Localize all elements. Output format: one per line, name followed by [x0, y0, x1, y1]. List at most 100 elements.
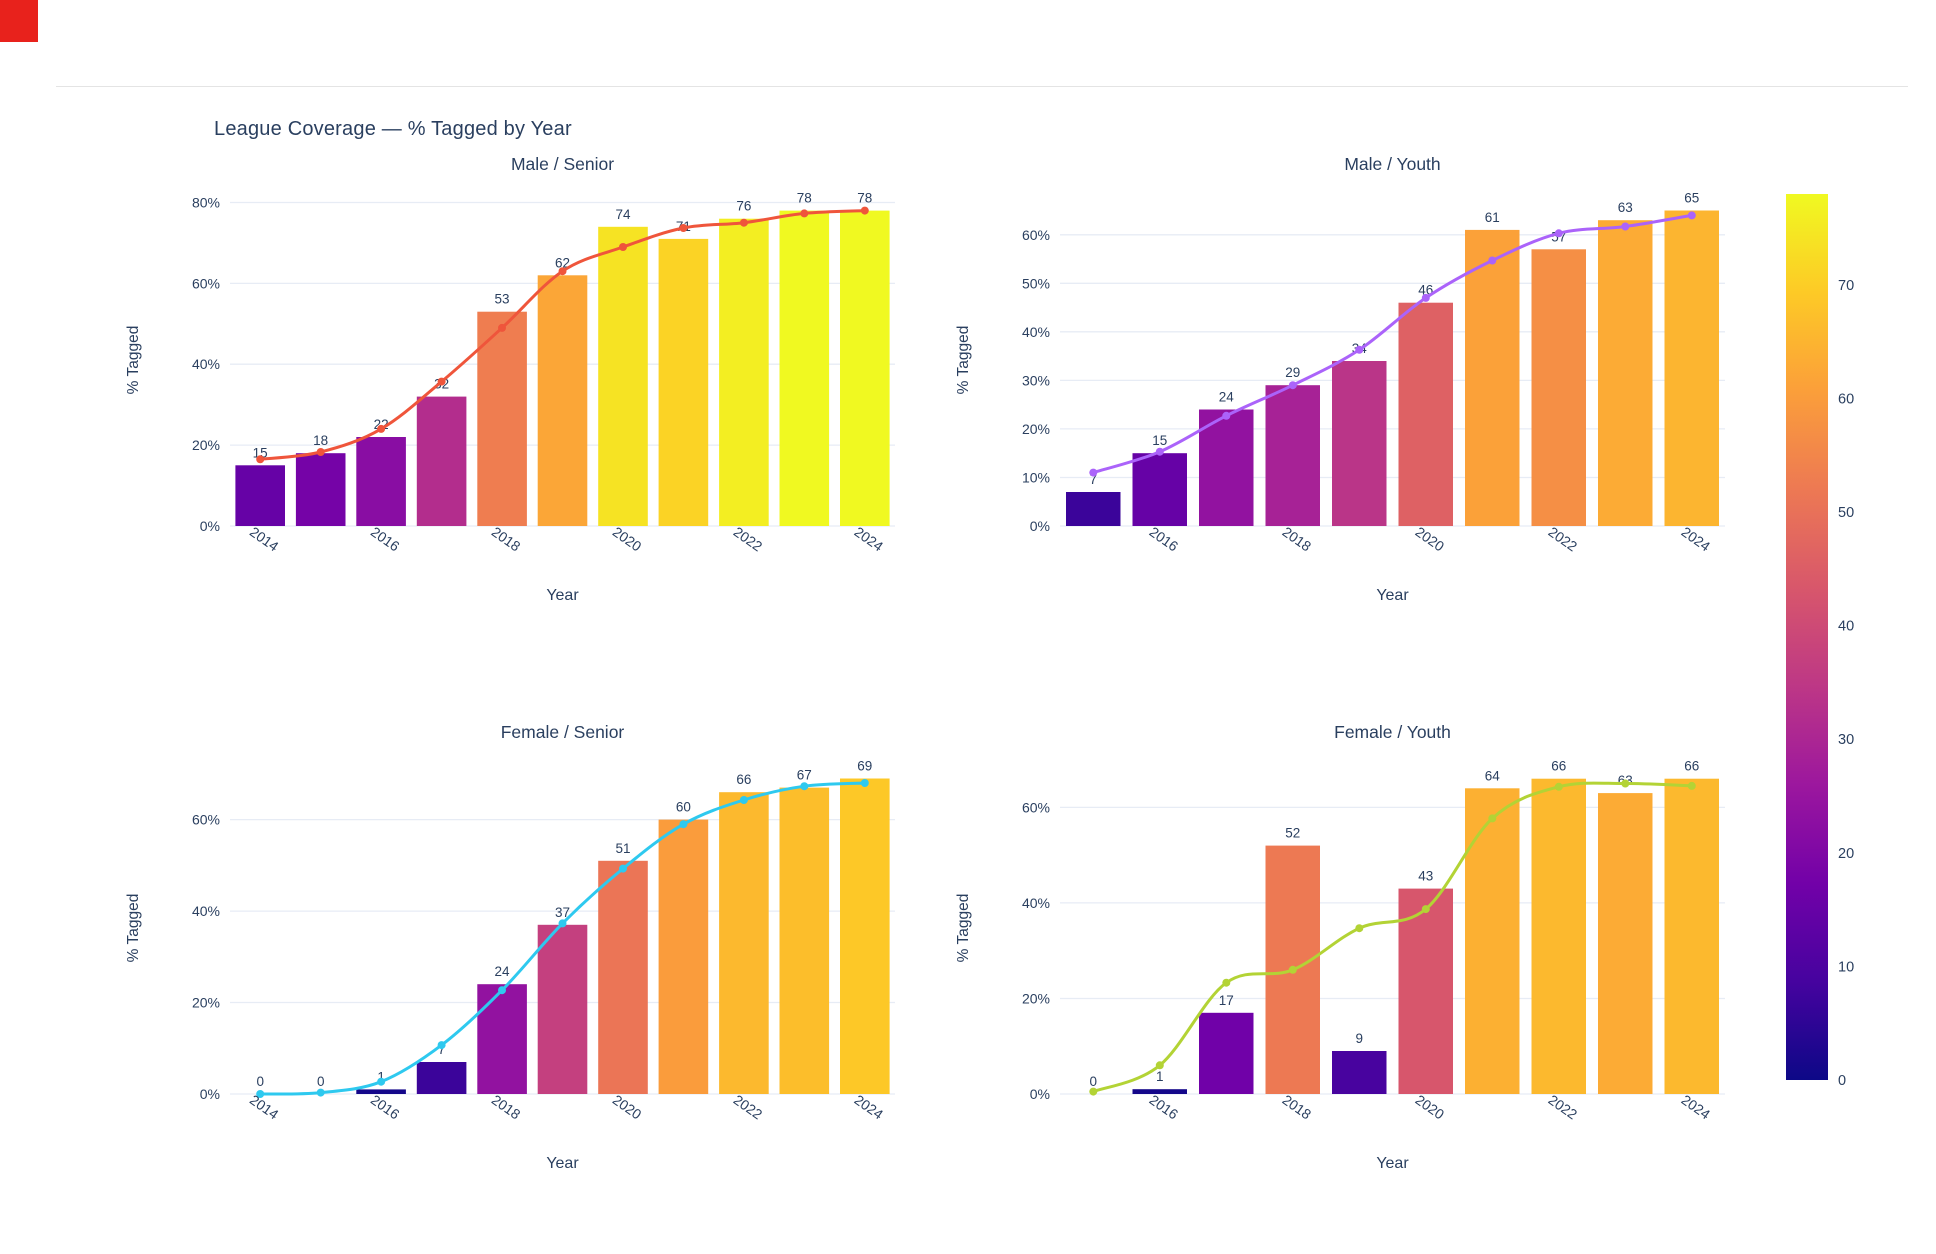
y-tick-label: 60% [1022, 799, 1050, 815]
bar [779, 787, 830, 1094]
line-marker [1288, 381, 1297, 390]
line-marker [558, 919, 567, 928]
line-marker [1488, 814, 1497, 823]
line-marker [1089, 1087, 1098, 1096]
x-tick-label: 2018 [1280, 523, 1315, 554]
bar-label: 1 [377, 1069, 385, 1084]
trend-line [1091, 781, 1694, 1094]
line-marker [800, 782, 809, 791]
line-marker [437, 377, 446, 386]
bar-label: 63 [1618, 200, 1633, 215]
bar [1398, 302, 1453, 526]
y-tick-label: 40% [192, 356, 220, 372]
y-tick-label: 40% [1022, 324, 1050, 340]
bar-label: 24 [1219, 390, 1235, 405]
line-marker [1488, 256, 1497, 265]
bar [840, 778, 890, 1094]
bar [1531, 249, 1586, 527]
x-axis-title: Year [1376, 1155, 1409, 1172]
x-tick-label: 2014 [247, 1091, 282, 1122]
x-tick-label: 2020 [1413, 523, 1448, 554]
x-tick-label: 2016 [1147, 523, 1182, 554]
line-marker [619, 864, 627, 873]
line-marker [1288, 965, 1297, 974]
line-marker [1621, 222, 1630, 231]
y-tick-label: 0% [1030, 1086, 1050, 1102]
x-tick-label: 2024 [852, 523, 887, 554]
bar-label: 76 [736, 199, 751, 214]
x-tick-label: 2020 [610, 1091, 645, 1122]
bar-label: 17 [1219, 993, 1234, 1008]
bar-label: 74 [615, 207, 631, 222]
line-marker [1089, 468, 1098, 477]
line-marker [1687, 781, 1696, 790]
y-axis-title: % Tagged [125, 326, 142, 395]
line-marker [679, 820, 688, 829]
bar [537, 275, 588, 526]
x-tick-label: 2016 [1147, 1091, 1182, 1122]
bar-label: 15 [1152, 433, 1167, 448]
line-marker [860, 779, 869, 787]
bar [1664, 778, 1719, 1094]
line-marker [316, 1088, 325, 1097]
colorbar-tick-label: 30 [1838, 732, 1854, 748]
bar-label: 78 [857, 191, 872, 206]
x-tick-label: 2016 [368, 1091, 403, 1122]
y-tick-label: 20% [192, 995, 220, 1011]
y-axis-title: % Tagged [955, 326, 972, 395]
y-tick-label: 20% [192, 437, 220, 453]
line-marker [1554, 229, 1563, 238]
y-tick-label: 50% [1022, 275, 1050, 291]
x-tick-label: 2024 [852, 1091, 887, 1122]
bar [1199, 409, 1254, 526]
line-marker [739, 218, 748, 227]
line-marker [498, 986, 506, 995]
bar [779, 210, 830, 526]
bar-label: 66 [1684, 759, 1699, 774]
bar [840, 210, 890, 526]
bar [1465, 229, 1520, 526]
y-tick-label: 60% [192, 275, 220, 291]
bar [1465, 788, 1520, 1094]
bar-label: 66 [1551, 759, 1566, 774]
y-tick-label: 10% [1022, 470, 1050, 486]
colorbar-gradient [1786, 194, 1828, 1080]
bar-label: 15 [253, 445, 268, 460]
y-tick-label: 60% [192, 812, 220, 828]
bar [356, 437, 406, 526]
y-tick-label: 0% [200, 518, 220, 534]
line-marker [1355, 924, 1364, 933]
bar [1531, 778, 1586, 1094]
line-marker [1222, 978, 1231, 987]
header-divider [56, 86, 1908, 87]
bar-label: 0 [256, 1074, 264, 1089]
bar-label: 53 [494, 292, 509, 307]
bar-label: 61 [1485, 210, 1500, 225]
colorbar-tick-label: 0 [1838, 1073, 1846, 1089]
trend-line [258, 209, 867, 461]
bar-label: 51 [615, 841, 630, 856]
x-axis-title: Year [546, 587, 579, 604]
bar [658, 819, 709, 1094]
x-tick-label: 2022 [1546, 523, 1581, 554]
bar-label: 9 [1356, 1031, 1364, 1046]
x-tick-label: 2022 [731, 523, 766, 554]
line-marker [860, 206, 869, 215]
bar [1398, 888, 1453, 1094]
line-marker [256, 1090, 265, 1098]
bar [1332, 361, 1387, 526]
y-axis-title: % Tagged [955, 894, 972, 963]
line-marker [1554, 782, 1563, 791]
y-tick-label: 0% [200, 1086, 220, 1102]
line-marker [1155, 447, 1164, 456]
bar [598, 226, 648, 527]
subplot-title: Male / Youth [1344, 154, 1440, 174]
y-tick-label: 60% [1022, 227, 1050, 243]
red-corner-marker [0, 0, 38, 42]
chart-female-youth: 0%20%40%60%01175294364666366201620182020… [955, 722, 1725, 1172]
x-tick-label: 2018 [489, 1091, 524, 1122]
bar-label: 62 [555, 255, 570, 270]
bar [1332, 1051, 1387, 1094]
line-marker [800, 209, 809, 218]
bar-label: 1 [1156, 1069, 1164, 1084]
